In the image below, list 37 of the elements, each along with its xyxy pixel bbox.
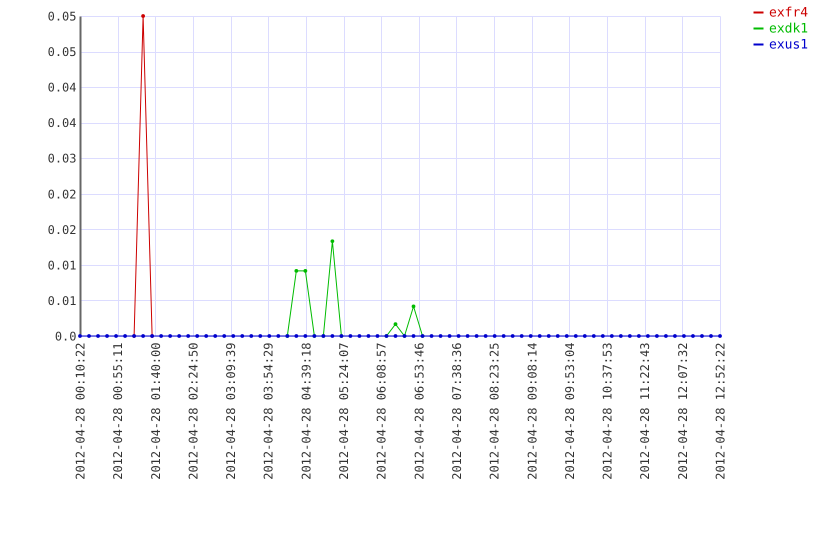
x-tick-label: 2012-04-28 06:08:57 [374, 342, 389, 480]
y-tick-label: 0.01 [48, 258, 76, 272]
point [330, 239, 334, 244]
y-tick-label: 0.02 [48, 222, 76, 237]
x-tick-label: 2012-04-28 05:24:07 [337, 342, 352, 480]
point [141, 14, 145, 18]
y-tick-label: 0.04 [48, 80, 76, 95]
x-tick-label: 2012-04-28 04:39:18 [299, 342, 314, 480]
x-tick-label: 2012-04-28 03:54:29 [262, 342, 276, 480]
x-tick-label: 2012-04-28 06:53:46 [412, 342, 426, 480]
x-tick-label: 2012-04-28 12:52:22 [714, 342, 728, 480]
x-tick-label: 2012-04-28 03:09:39 [224, 342, 238, 480]
point [412, 304, 416, 308]
y-tick-label: 0.03 [48, 152, 76, 166]
x-tick-label: 2012-04-28 09:08:14 [525, 342, 540, 480]
x-tick-label: 2012-04-28 11:22:43 [638, 342, 652, 480]
x-tick-label: 2012-04-28 10:37:53 [600, 342, 615, 480]
point [303, 268, 308, 273]
point [394, 322, 398, 326]
y-tick-label: 0.05 [48, 10, 76, 24]
x-tick-label: 2012-04-28 07:38:36 [450, 342, 464, 480]
x-tick-label: 2012-04-28 09:53:04 [562, 342, 577, 480]
y-tick-label: 0.01 [48, 294, 76, 308]
y-tick-label: 0.05 [48, 45, 76, 60]
x-tick-label: 2012-04-28 02:24:50 [186, 342, 200, 480]
y-tick-label: 0.02 [48, 187, 76, 202]
x-tick-label: 2012-04-28 00:55:11 [111, 342, 126, 480]
x-tick-label: 2012-04-28 00:10:22 [74, 342, 88, 480]
legend-label: exus1 [769, 38, 808, 52]
legend-label: exfr4 [769, 6, 808, 20]
x-tick-label: 2012-04-28 08:23:25 [488, 342, 502, 480]
legend-label: exdk1 [769, 22, 808, 36]
x-tick-label: 2012-04-28 12:07:32 [676, 342, 690, 480]
y-tick-label: 0.04 [48, 116, 76, 130]
point [294, 268, 298, 273]
y-tick-label: 0.0 [54, 330, 76, 344]
x-tick-label: 2012-04-28 01:40:00 [148, 342, 163, 480]
